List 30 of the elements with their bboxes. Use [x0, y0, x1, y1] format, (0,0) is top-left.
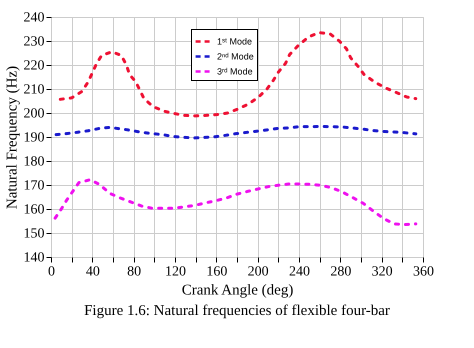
y-tick-label: 150 — [24, 226, 44, 242]
line-series — [54, 124, 418, 140]
x-tick-label: 160 — [206, 264, 228, 280]
x-tick-label: 120 — [165, 264, 186, 280]
line-series — [58, 31, 418, 118]
y-tick-label: 230 — [24, 34, 44, 50]
y-tick-label: 140 — [24, 250, 44, 266]
y-tick-label: 190 — [24, 130, 44, 146]
y-tick-label: 180 — [24, 154, 44, 170]
y-tick-label: 240 — [24, 10, 44, 26]
y-tick-label: 160 — [24, 202, 44, 218]
x-tick-label: 360 — [413, 264, 434, 280]
x-tick-label: 0 — [48, 264, 55, 280]
legend-label: 2ⁿᵈ Mode — [217, 52, 254, 62]
caption: Figure 1.6: Natural frequencies of flexible four-bar — [84, 303, 390, 319]
x-tick-label: 240 — [289, 264, 310, 280]
x-tick-label: 40 — [86, 264, 100, 280]
y-tick-label: 210 — [24, 82, 44, 98]
legend-label: 1ˢᵗ Mode — [217, 36, 252, 46]
x-axis-title: Crank Angle (deg) — [182, 282, 294, 298]
x-tick-label: 320 — [372, 264, 393, 280]
x-tick-label: 200 — [248, 264, 269, 280]
line-series — [54, 178, 418, 226]
x-tick-label: 80 — [127, 264, 142, 280]
y-tick-label: 170 — [24, 178, 44, 194]
x-tick-label: 280 — [330, 264, 352, 280]
y-tick-label: 220 — [24, 58, 44, 74]
legend-label: 3ʳᵈ Mode — [217, 66, 253, 76]
y-tick-label: 200 — [24, 106, 44, 122]
y-axis-title: Natural Frequency (Hz) — [4, 66, 20, 210]
